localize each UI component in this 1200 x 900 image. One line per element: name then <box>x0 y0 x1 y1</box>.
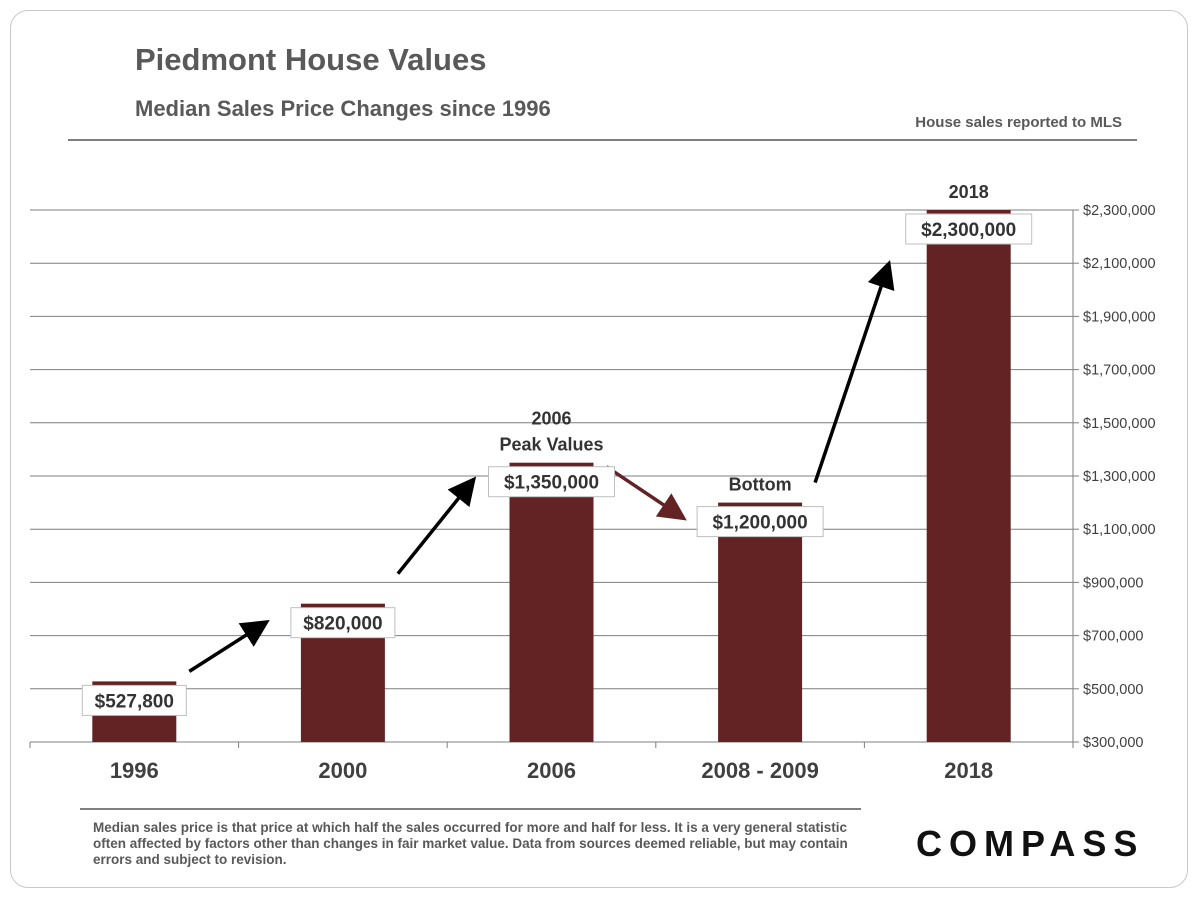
y-tick-label: $500,000 <box>1083 682 1143 698</box>
y-tick-label: $300,000 <box>1083 735 1143 751</box>
data-label-box <box>81 684 187 716</box>
data-label-text: $1,350,000 <box>504 473 599 494</box>
x-category-label: 2008 - 2009 <box>701 758 818 783</box>
y-tick-label: $900,000 <box>1083 575 1143 591</box>
bar <box>926 210 1011 742</box>
x-category-label: 1996 <box>110 758 159 783</box>
data-label: $1,200,000 <box>696 506 824 538</box>
data-label-box <box>696 506 824 538</box>
data-label-text: $1,200,000 <box>713 513 808 534</box>
data-label-text: $820,000 <box>303 614 382 635</box>
bar <box>718 502 803 742</box>
data-label-text: $2,300,000 <box>921 220 1016 241</box>
data-label-box <box>290 607 396 639</box>
y-tick-label: $1,500,000 <box>1083 416 1156 432</box>
bar <box>509 462 594 742</box>
annotation-text: 2006 <box>531 409 571 429</box>
trend-arrow <box>813 260 895 484</box>
y-tick-label: $2,100,000 <box>1083 256 1156 272</box>
chart-title: Piedmont House Values <box>135 42 487 77</box>
footer-divider <box>80 808 861 810</box>
compass-logo: COMPASS <box>916 823 1145 864</box>
data-label: $2,300,000 <box>905 213 1033 245</box>
annotation-text: Bottom <box>729 475 792 495</box>
data-label: $527,800 <box>81 684 187 716</box>
y-tick-label: $1,300,000 <box>1083 469 1156 485</box>
annotation-text: Peak Values <box>499 435 603 455</box>
data-label-text: $527,800 <box>95 691 174 712</box>
trend-arrow <box>605 465 687 521</box>
trend-arrow <box>396 476 477 575</box>
data-label-box <box>488 466 615 498</box>
x-category-label: 2018 <box>944 758 993 783</box>
footnote: Median sales price is that price at whic… <box>93 820 848 867</box>
y-tick-label: $1,700,000 <box>1083 363 1156 379</box>
annotation-text: 2018 <box>949 182 989 202</box>
x-category-label: 2000 <box>318 758 367 783</box>
trend-arrow <box>188 620 270 673</box>
y-tick-label: $700,000 <box>1083 629 1143 645</box>
y-tick-label: $2,300,000 <box>1083 203 1156 219</box>
y-tick-label: $1,100,000 <box>1083 522 1156 538</box>
source-note: House sales reported to MLS <box>915 114 1122 131</box>
data-label: $820,000 <box>290 607 396 639</box>
y-tick-label: $1,900,000 <box>1083 309 1156 325</box>
data-label-box <box>905 213 1033 245</box>
data-label: $1,350,000 <box>488 466 615 498</box>
x-category-label: 2006 <box>527 758 576 783</box>
chart-subtitle: Median Sales Price Changes since 1996 <box>135 96 551 121</box>
header-divider <box>68 139 1137 141</box>
